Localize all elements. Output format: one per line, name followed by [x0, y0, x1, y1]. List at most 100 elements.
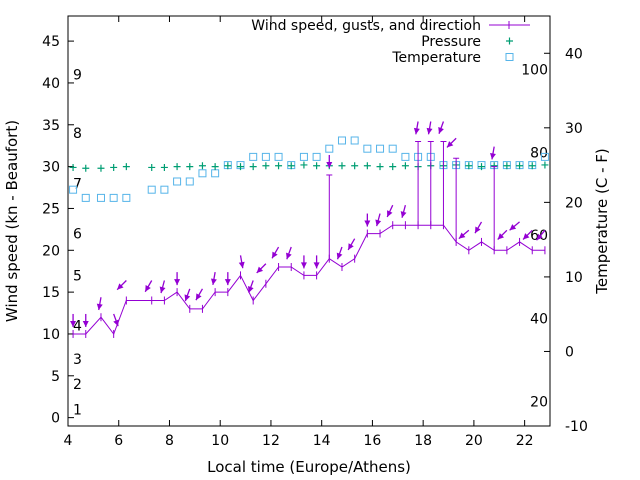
wind-arrow-head: [400, 211, 407, 218]
x-tick-label: 20: [465, 433, 483, 449]
pressure-point: [211, 163, 219, 171]
wind-arrow-head: [286, 252, 292, 260]
x-tick-label: 16: [364, 433, 382, 449]
wind-arrow-head: [458, 232, 466, 239]
wind-arrow-head: [145, 285, 151, 292]
plot-frame: [67, 15, 551, 427]
x-tick-label: 12: [262, 433, 280, 449]
temperature-point: [540, 152, 549, 161]
beaufort-label: 1: [73, 402, 82, 418]
wind-arrow-head: [387, 210, 393, 217]
wind-arrow-head: [375, 219, 382, 227]
wind-arrow-head: [238, 261, 245, 269]
wind-direction-arrow: [174, 272, 181, 286]
beaufort-label: 2: [73, 377, 82, 393]
y2-axis-title: Temperature (C - F): [593, 148, 611, 295]
wind-arrow-head: [326, 161, 333, 168]
y-tick-label: 40: [42, 76, 60, 92]
x-tick-label: 22: [516, 433, 534, 449]
wind-direction-arrow: [497, 229, 508, 240]
x-tick-label: 8: [165, 433, 174, 449]
y-tick-label: 5: [51, 369, 60, 385]
wind-arrow-head: [475, 226, 481, 234]
wind-direction-arrow: [300, 255, 307, 269]
pressure-series: [69, 161, 549, 172]
y2-tick-label: 20: [565, 195, 583, 211]
temperature-point: [69, 185, 78, 194]
pressure-point: [338, 162, 346, 170]
wind-direction-arrow: [438, 121, 445, 134]
legend-label: Temperature: [391, 50, 481, 66]
wind-direction-arrow: [364, 213, 371, 227]
wind-direction-arrow: [313, 255, 320, 269]
wind-arrow-head: [426, 127, 433, 135]
wind-direction-arrow: [286, 246, 292, 260]
x-tick-label: 4: [64, 433, 73, 449]
wind-direction-arrow: [70, 313, 77, 327]
temperature-point: [109, 193, 118, 202]
wind-arrow-head: [497, 233, 505, 240]
pressure-point: [351, 162, 359, 170]
pressure-point: [122, 163, 130, 171]
pressure-point: [82, 164, 90, 172]
pressure-point: [275, 162, 283, 170]
pressure-point: [528, 162, 536, 170]
wind-arrow-head: [300, 262, 307, 269]
pressure-point: [478, 163, 486, 171]
wind-arrow-head: [523, 233, 530, 240]
wind-arrow-head: [364, 220, 371, 227]
legend: Wind speed, gusts, and directionPressure…: [251, 18, 530, 66]
y2-tick-label: 30: [565, 121, 583, 137]
pressure-point: [313, 162, 321, 170]
wind-direction-arrow: [144, 280, 153, 293]
pressure-point: [160, 163, 168, 171]
y-tick-label: 15: [42, 285, 60, 301]
temperature-point: [96, 193, 105, 202]
pressure-point: [262, 162, 270, 170]
beaufort-label: 7: [73, 176, 82, 192]
wind-arrow-head: [313, 262, 320, 269]
wind-direction-arrows: [70, 121, 546, 327]
pressure-point: [148, 163, 156, 171]
x-tick-label: 18: [414, 433, 432, 449]
y2-tick-label: 40: [565, 46, 583, 62]
temperature-point: [274, 152, 283, 161]
pressure-point: [110, 163, 118, 171]
pressure-point: [237, 163, 245, 171]
temperature-point: [147, 185, 156, 194]
y-tick-label: 20: [42, 243, 60, 259]
pressure-point: [300, 161, 308, 169]
wind-arrow-head: [224, 279, 231, 286]
beaufort-label: 8: [73, 126, 82, 142]
temperature-point: [376, 144, 385, 153]
beaufort-label: 5: [73, 268, 82, 284]
wind-direction-arrow: [195, 288, 204, 301]
temperature-point: [173, 177, 182, 186]
wind-direction-arrow: [413, 121, 420, 135]
temperature-point: [81, 193, 90, 202]
wind-direction-arrow: [446, 137, 457, 148]
pressure-point: [224, 162, 232, 170]
wind-direction-arrow: [82, 313, 89, 327]
y2-axis: -10 0 10 20 30 40: [544, 46, 588, 435]
pressure-point: [401, 162, 409, 170]
wind-direction-arrow: [159, 280, 166, 294]
fahrenheit-label: 20: [530, 394, 548, 410]
wind-direction-arrow: [474, 221, 483, 234]
wind-direction-arrow: [184, 288, 191, 302]
legend-temperature-marker: [505, 53, 514, 61]
temperature-point: [211, 169, 220, 178]
wind-arrow-head: [348, 243, 354, 250]
wind-arrow-head: [438, 127, 444, 134]
pressure-point: [389, 163, 397, 171]
temperature-point: [325, 144, 334, 153]
fahrenheit-labels: 20406080100: [521, 63, 548, 411]
wind-arrow-head: [509, 224, 517, 231]
pressure-point: [287, 162, 295, 170]
temperature-point: [299, 152, 308, 161]
x-axis: 4 6 8 10 12 14 16 18 20 22: [64, 16, 534, 449]
wind-arrow-head: [536, 233, 543, 241]
wind-direction-arrow: [116, 280, 127, 291]
beaufort-label: 3: [73, 352, 82, 368]
wind-arrow-head: [256, 266, 264, 273]
